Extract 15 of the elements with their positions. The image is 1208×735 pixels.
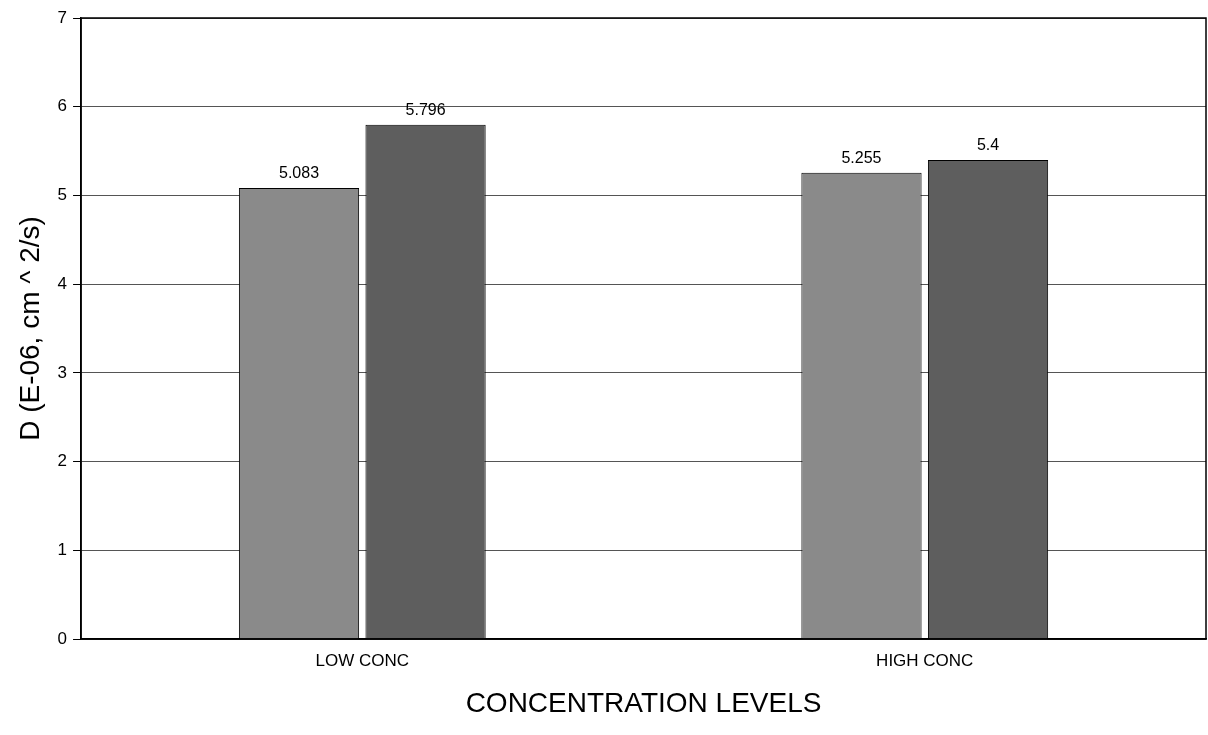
- y-tick-label: 2: [57, 451, 68, 471]
- y-tick-label: 7: [57, 7, 68, 27]
- y-tick-label: 3: [57, 362, 68, 382]
- y-axis-title: D (E-06, cm ^ 2/s): [13, 216, 45, 441]
- y-tick-label: 6: [57, 96, 68, 116]
- data-label: 5.4: [976, 136, 1000, 154]
- y-tick-label: 1: [57, 539, 68, 559]
- y-tick-label: 4: [57, 273, 68, 293]
- y-tick-label: 0: [57, 628, 68, 648]
- y-tick-label: 5: [57, 185, 68, 205]
- x-axis-title: CONCENTRATION LEVELS: [465, 686, 822, 718]
- x-tick-label: HIGH CONC: [876, 650, 974, 670]
- x-tick-label: LOW CONC: [315, 650, 410, 670]
- data-label: 5.083: [278, 164, 320, 182]
- data-label: 5.255: [841, 149, 882, 167]
